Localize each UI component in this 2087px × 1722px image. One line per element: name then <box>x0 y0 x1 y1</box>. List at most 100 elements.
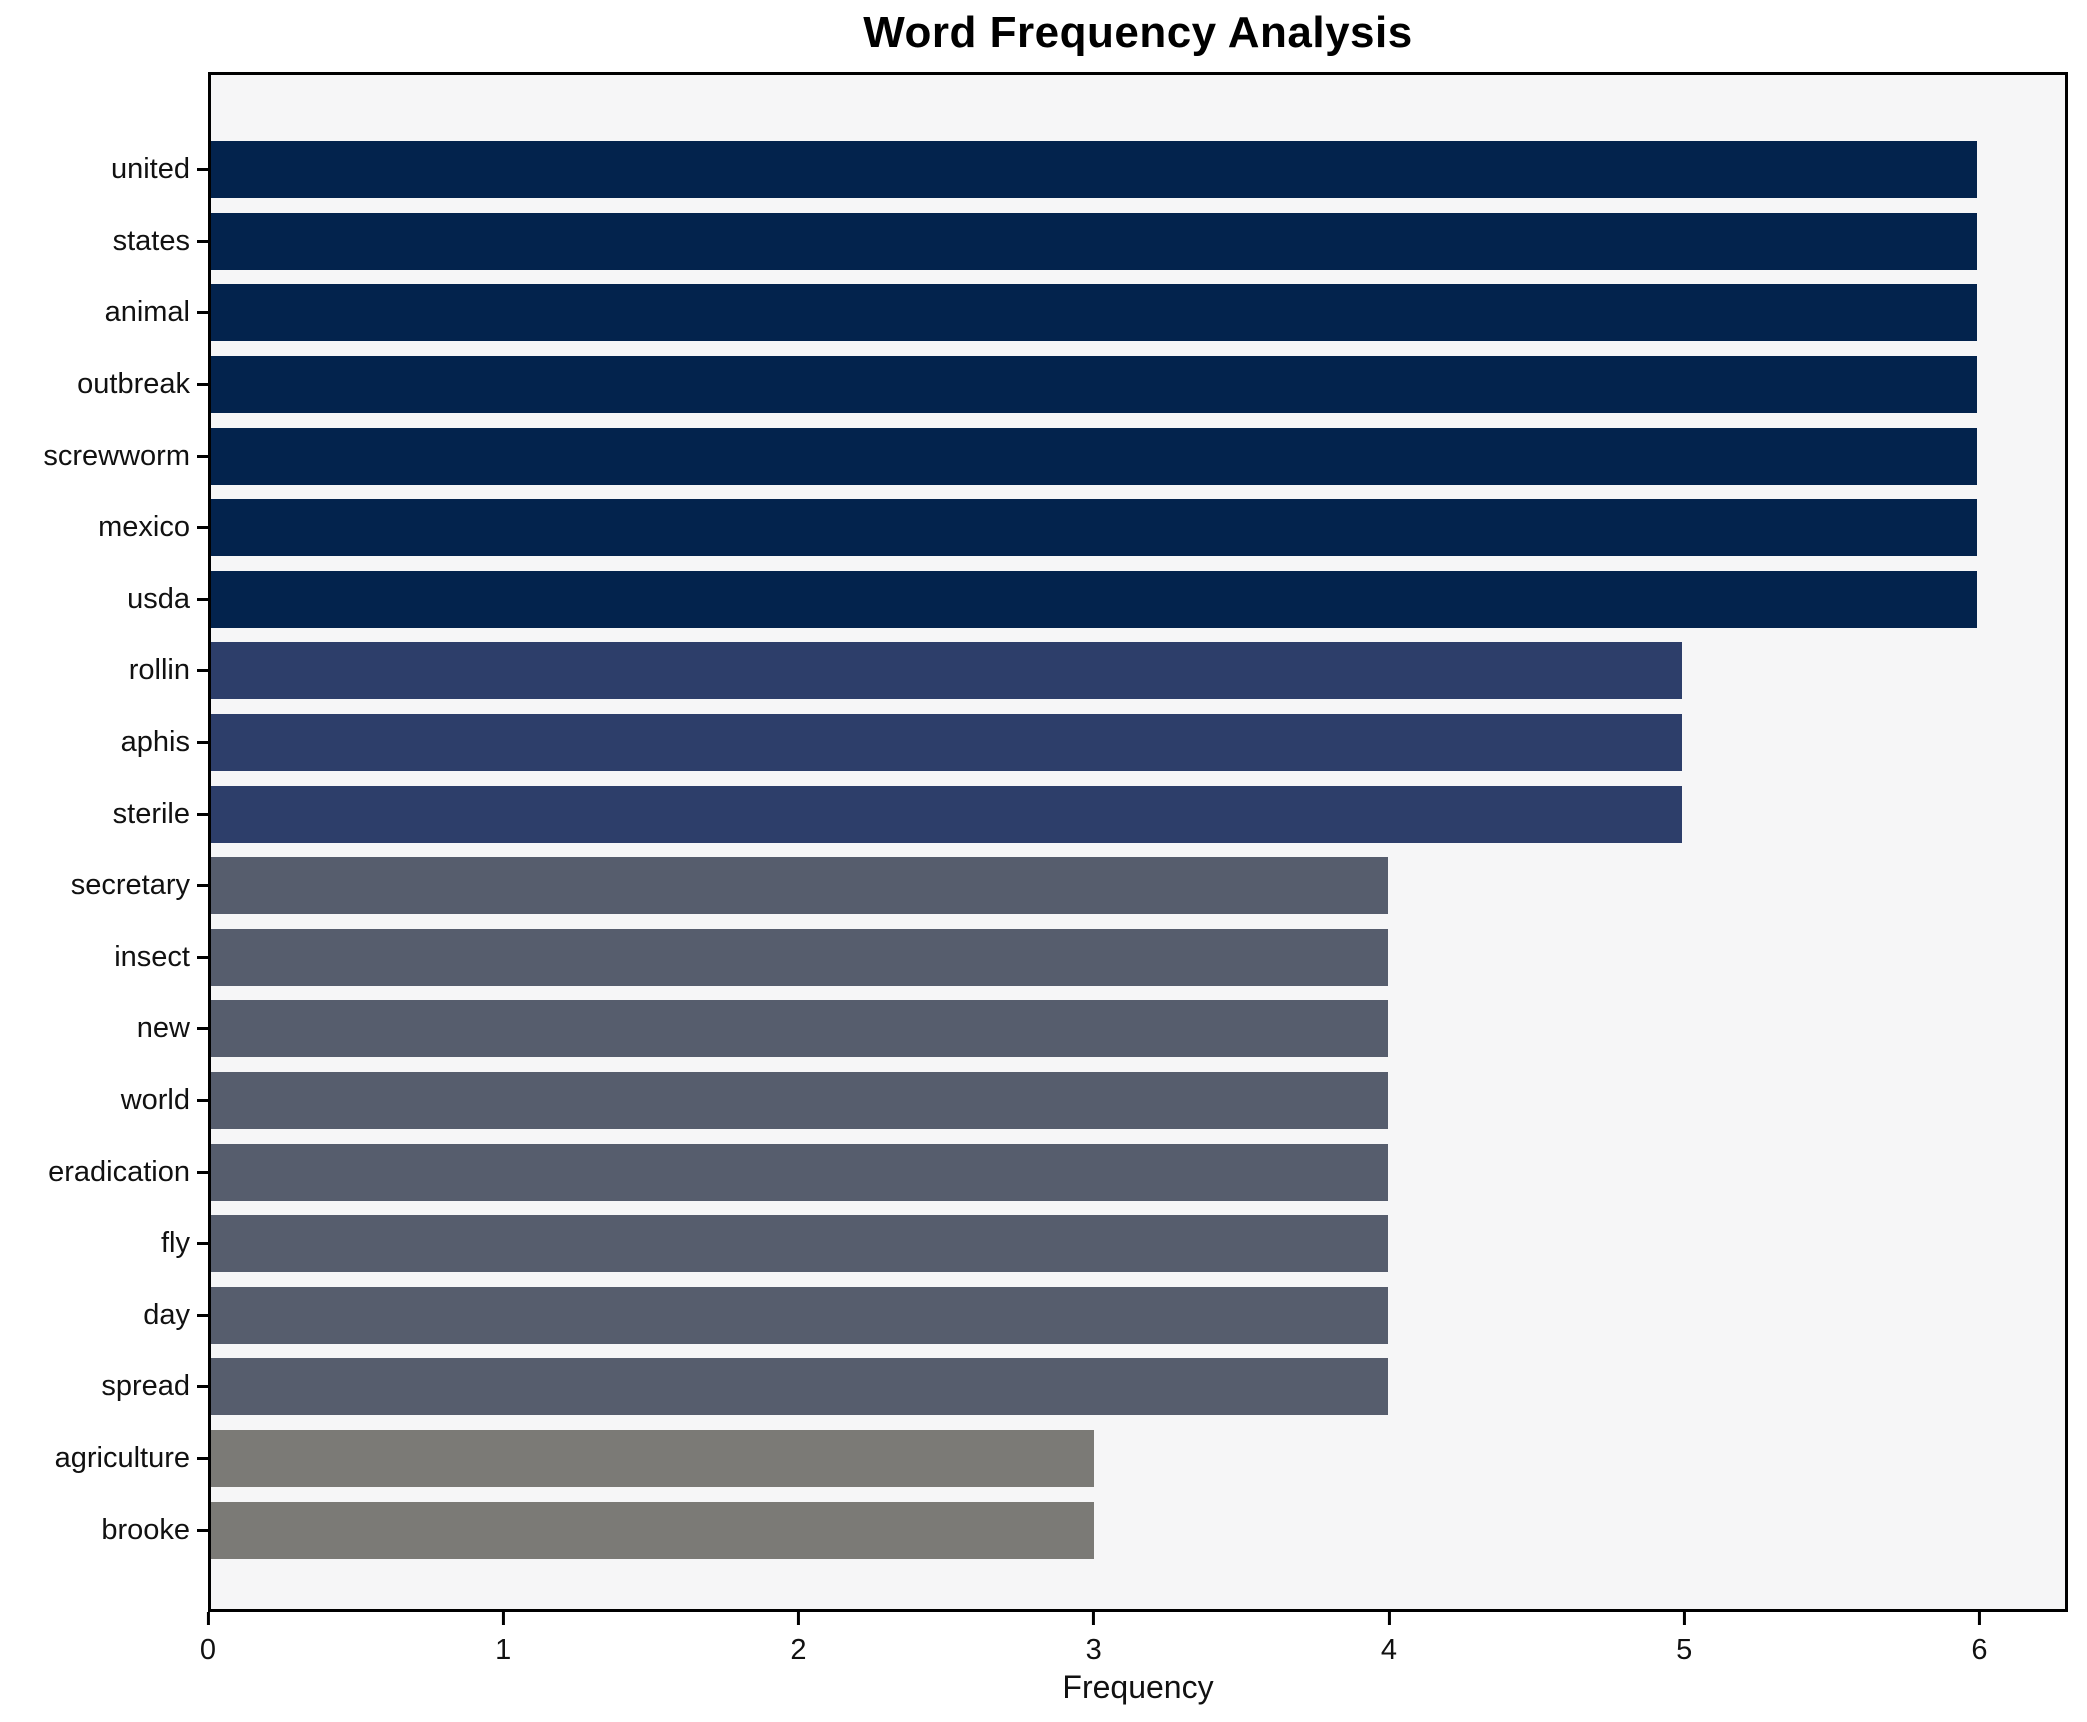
y-tick-mark <box>197 1027 208 1031</box>
chart-title: Word Frequency Analysis <box>863 8 1413 57</box>
y-tick-mark <box>197 812 208 816</box>
bar-row <box>211 993 2065 1065</box>
x-axis: 0 1 2 3 4 5 6 <box>200 1612 2068 1722</box>
y-tick: sterile <box>0 778 208 850</box>
bar-secretary <box>211 857 1389 915</box>
bar-screwworm <box>211 427 1977 485</box>
bar-mexico <box>211 499 1977 557</box>
y-tick-mark <box>197 669 208 673</box>
bar-spread <box>211 1358 1389 1416</box>
y-tick: united <box>0 134 208 206</box>
y-tick-label: screwworm <box>43 439 190 472</box>
y-tick: spread <box>0 1351 208 1423</box>
x-tick: 4 <box>1381 1612 1397 1667</box>
bar-row <box>211 1280 2065 1352</box>
bar-row <box>211 1136 2065 1208</box>
y-tick: states <box>0 206 208 278</box>
y-tick-label: secretary <box>70 869 190 902</box>
y-tick: mexico <box>0 492 208 564</box>
y-tick-label: new <box>136 1012 190 1045</box>
plot-area <box>208 72 2068 1612</box>
y-tick: agriculture <box>0 1423 208 1495</box>
y-tick-label: states <box>112 224 190 257</box>
y-tick: eradication <box>0 1136 208 1208</box>
y-tick-mark <box>197 1242 208 1246</box>
bar-states <box>211 212 1977 270</box>
bar-insect <box>211 928 1389 986</box>
y-tick-mark <box>197 168 208 172</box>
bar-day <box>211 1286 1389 1344</box>
bar-row <box>211 778 2065 850</box>
bar-rollin <box>211 642 1683 700</box>
x-tick: 0 <box>200 1612 216 1667</box>
y-tick-label: world <box>120 1084 190 1117</box>
y-tick-mark <box>197 526 208 530</box>
bar-world <box>211 1072 1389 1130</box>
y-tick-mark <box>197 383 208 387</box>
bar-eradication <box>211 1143 1389 1201</box>
y-tick-label: outbreak <box>77 368 190 401</box>
y-tick: aphis <box>0 707 208 779</box>
x-tick-mark <box>1092 1612 1096 1625</box>
bar-usda <box>211 570 1977 628</box>
bar-row <box>211 707 2065 779</box>
x-tick: 2 <box>790 1612 807 1667</box>
x-tick-label: 3 <box>1085 1634 1102 1666</box>
y-tick-mark <box>197 311 208 315</box>
bar-row <box>211 1208 2065 1280</box>
x-tick-mark <box>1387 1612 1391 1625</box>
x-tick-label: 2 <box>790 1634 807 1666</box>
bar-row <box>211 1351 2065 1423</box>
bar-row <box>211 134 2065 206</box>
bar-row <box>211 564 2065 636</box>
y-axis-labels: united states animal outbreak screwworm mexic… <box>0 72 208 1612</box>
y-tick-label: mexico <box>98 511 190 544</box>
x-tick: 3 <box>1086 1612 1102 1667</box>
bar-fly <box>211 1215 1389 1273</box>
bar-aphis <box>211 714 1683 772</box>
bar-row <box>211 922 2065 994</box>
bar-sterile <box>211 785 1683 843</box>
y-tick-label: rollin <box>128 654 190 687</box>
y-tick: secretary <box>0 850 208 922</box>
x-tick-mark <box>1977 1612 1981 1625</box>
y-tick: screwworm <box>0 420 208 492</box>
y-tick-mark <box>197 955 208 959</box>
y-tick-mark <box>197 1456 208 1460</box>
y-tick-label: eradication <box>48 1155 190 1188</box>
y-tick: new <box>0 993 208 1065</box>
bar-outbreak <box>211 356 1977 414</box>
y-tick-label: usda <box>127 582 190 615</box>
y-tick-label: spread <box>101 1370 190 1403</box>
x-axis-label: Frequency <box>1062 1669 1214 1705</box>
bar-rows <box>211 75 2065 1609</box>
y-tick-mark <box>197 1385 208 1389</box>
bar-row <box>211 492 2065 564</box>
y-tick: animal <box>0 277 208 349</box>
y-tick-mark <box>197 884 208 888</box>
y-tick-mark <box>197 1099 208 1103</box>
x-tick-mark <box>501 1612 505 1625</box>
bar-brooke <box>211 1501 1094 1559</box>
bar-row <box>211 1423 2065 1495</box>
y-tick-label: day <box>143 1298 190 1331</box>
bar-row <box>211 206 2065 278</box>
bar-row <box>211 1065 2065 1137</box>
x-tick-mark <box>796 1612 800 1625</box>
y-tick-mark <box>197 1528 208 1532</box>
y-tick-mark <box>197 1313 208 1317</box>
y-tick: usda <box>0 564 208 636</box>
x-tick-label: 1 <box>495 1634 512 1666</box>
x-tick-mark <box>206 1612 210 1625</box>
y-tick: fly <box>0 1208 208 1280</box>
bar-animal <box>211 284 1977 342</box>
bar-row <box>211 349 2065 421</box>
x-tick: 6 <box>1971 1612 1987 1667</box>
y-tick-label: fly <box>161 1227 190 1260</box>
y-tick: outbreak <box>0 349 208 421</box>
x-tick-label: 6 <box>1971 1634 1988 1666</box>
y-tick-mark <box>197 454 208 458</box>
bar-row <box>211 277 2065 349</box>
y-tick: brooke <box>0 1494 208 1566</box>
x-tick: 5 <box>1676 1612 1692 1667</box>
